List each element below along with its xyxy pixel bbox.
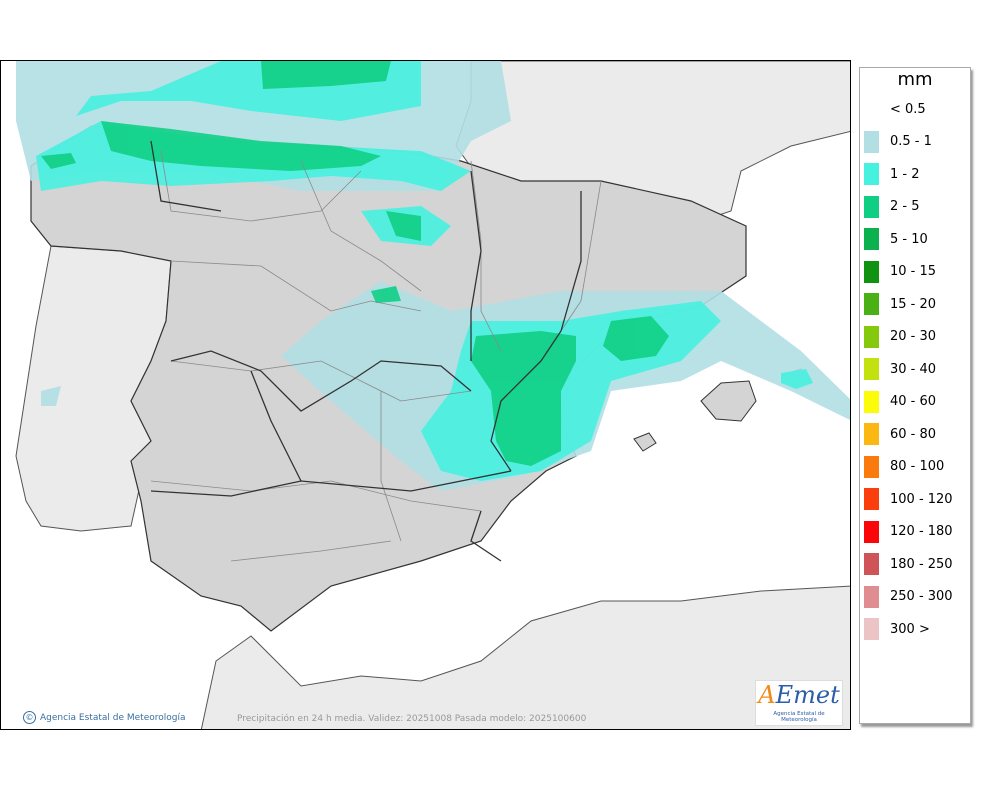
legend-swatch [864,260,879,283]
mallorca [700,380,757,422]
legend-label: 60 - 80 [890,426,937,442]
africa-landmass [200,585,850,729]
copyright-icon: © [23,711,36,724]
legend-label: 30 - 40 [890,361,937,377]
map-svg [1,61,850,729]
ibiza [633,432,657,452]
legend-label: 180 - 250 [890,556,953,572]
legend-label: < 0.5 [890,101,926,117]
legend-item: 5 - 10 [864,228,928,250]
legend-swatch [864,585,879,608]
legend-item: 1 - 2 [864,163,920,185]
legend-item: 15 - 20 [864,293,936,315]
precipitation-map: © Agencia Estatal de Meteorología Precip… [0,60,851,730]
legend-label: 2 - 5 [890,199,920,214]
legend-label: 1 - 2 [890,166,920,182]
legend-item: 20 - 30 [864,325,937,348]
legend-label: 80 - 100 [890,459,945,474]
legend-item: 180 - 250 [864,553,953,575]
legend-label: 5 - 10 [890,231,928,247]
legend-swatch [864,98,879,120]
legend-swatch [864,195,879,218]
legend-label: 15 - 20 [890,296,937,312]
validity-text: Precipitación en 24 h media. Validez: 20… [237,714,587,724]
legend-item: 10 - 15 [864,260,937,283]
copyright-credit: © Agencia Estatal de Meteorología [23,711,186,724]
aemet-logo-mark: AEmet [758,681,840,709]
legend-swatch [864,488,879,510]
legend-swatch [864,293,879,315]
aemet-logo: AEmet Agencia Estatal de Meteorología [755,680,843,726]
legend-label: 10 - 15 [890,264,937,279]
region-borders [150,150,602,562]
legend-item: 120 - 180 [864,520,953,543]
legend-swatch [864,325,879,348]
legend-label: 300 > [890,621,930,637]
legend-swatch [864,390,879,413]
aemet-logo-subtitle: Agencia Estatal de Meteorología [773,711,825,723]
legend-label: 120 - 180 [890,524,953,539]
legend-item: 250 - 300 [864,585,953,608]
legend-item: 40 - 60 [864,390,937,413]
precip-2-5 [41,61,669,466]
legend-swatch [864,358,879,380]
legend-label: 100 - 120 [890,491,953,507]
legend-item: 0.5 - 1 [864,130,932,153]
legend-swatch [864,228,879,250]
legend-item: 100 - 120 [864,488,953,510]
legend-label: 0.5 - 1 [890,134,932,149]
legend-item: 30 - 40 [864,358,936,380]
legend-swatch [864,553,879,575]
community-borders [150,140,582,562]
legend-swatch [864,163,879,185]
legend-swatch [864,618,879,640]
legend-item: 80 - 100 [864,455,945,478]
legend-item: 2 - 5 [864,195,920,218]
legend-item: 60 - 80 [864,423,936,445]
legend-item: < 0.5 [864,98,926,120]
legend-swatch [864,455,879,478]
legend-item: 300 > [864,618,930,640]
legend-swatch [864,130,879,153]
credit-text: Agencia Estatal de Meteorología [40,712,186,723]
legend-swatch [864,423,879,445]
legend-unit: mm [897,69,933,90]
legend-label: 250 - 300 [890,589,953,604]
legend-label: 20 - 30 [890,329,937,344]
legend-label: 40 - 60 [890,394,937,409]
legend-swatch [864,520,879,543]
precipitation-legend: mm < 0.5 0.5 - 1 1 - 2 2 - 5 5 - 10 10 - 15 15… [859,67,971,724]
